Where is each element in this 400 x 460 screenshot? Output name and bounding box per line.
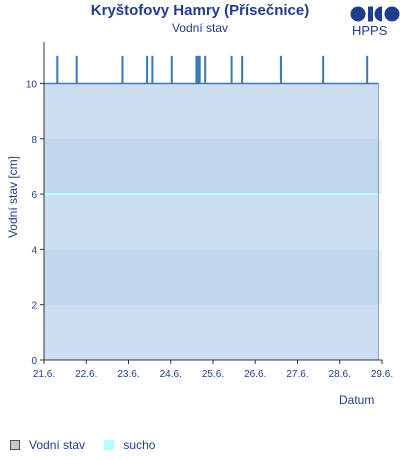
- x-tick-label: 29.6.: [371, 369, 393, 380]
- water-level-spike: [121, 55, 124, 84]
- water-level-spike: [75, 55, 78, 84]
- hpps-logo-text: HPPS: [352, 23, 388, 38]
- water-level-spike: [170, 55, 173, 84]
- x-tick-label: 24.6.: [160, 369, 182, 380]
- water-level-spike: [241, 55, 244, 84]
- x-tick-label: 22.6.: [75, 369, 97, 380]
- x-tick-label: 28.6.: [329, 369, 351, 380]
- water-level-spike: [151, 55, 154, 84]
- legend-label-drought: sucho: [123, 438, 156, 452]
- legend-item-drought[interactable]: sucho: [104, 438, 155, 452]
- x-axis-label: Datum: [339, 393, 375, 407]
- x-tick-label: 26.6.: [244, 369, 266, 380]
- water-level-spike: [279, 55, 282, 84]
- y-tick-label: 8: [31, 135, 37, 146]
- y-tick-label: 2: [31, 301, 37, 312]
- water-level-spike: [195, 55, 201, 84]
- water-level-spike: [204, 55, 207, 84]
- water-level-spike: [366, 55, 369, 84]
- water-level-area: [44, 83, 379, 360]
- y-tick-label: 10: [26, 79, 38, 90]
- level-swatch-icon: [10, 440, 20, 450]
- water-level-spike: [230, 55, 233, 84]
- water-level-spike: [322, 55, 325, 84]
- x-tick-label: 23.6.: [117, 369, 139, 380]
- area-band: [44, 138, 379, 195]
- y-tick-label: 6: [31, 190, 37, 201]
- area-band: [44, 249, 379, 305]
- water-level-spike: [146, 55, 149, 84]
- chart-title: Kryštofovy Hamry (Přísečnice): [90, 2, 310, 19]
- x-tick-label: 27.6.: [286, 369, 308, 380]
- drought-swatch-icon: [104, 440, 115, 450]
- x-tick-label: 21.6.: [33, 369, 55, 380]
- y-tick-label: 0: [31, 356, 37, 367]
- legend-item-level[interactable]: Vodní stav: [10, 438, 85, 452]
- legend-label-level: Vodní stav: [29, 438, 86, 452]
- hpps-logo: [350, 6, 400, 22]
- water-level-spike: [56, 55, 59, 84]
- legend: Vodní stav sucho: [10, 438, 171, 453]
- y-tick-label: 4: [31, 245, 37, 256]
- chart-subtitle: Vodní stav: [171, 21, 229, 35]
- chart-canvas: 0 2 4 6 8 10 21.6. 22.6. 23.6. 24.6. 25.6. 26.6. 27.…: [26, 42, 393, 380]
- x-tick-label: 25.6.: [202, 369, 224, 380]
